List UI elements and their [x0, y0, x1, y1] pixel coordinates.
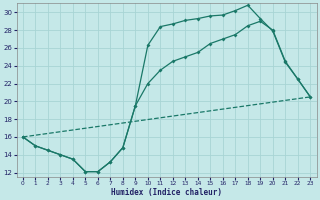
- X-axis label: Humidex (Indice chaleur): Humidex (Indice chaleur): [111, 188, 222, 197]
